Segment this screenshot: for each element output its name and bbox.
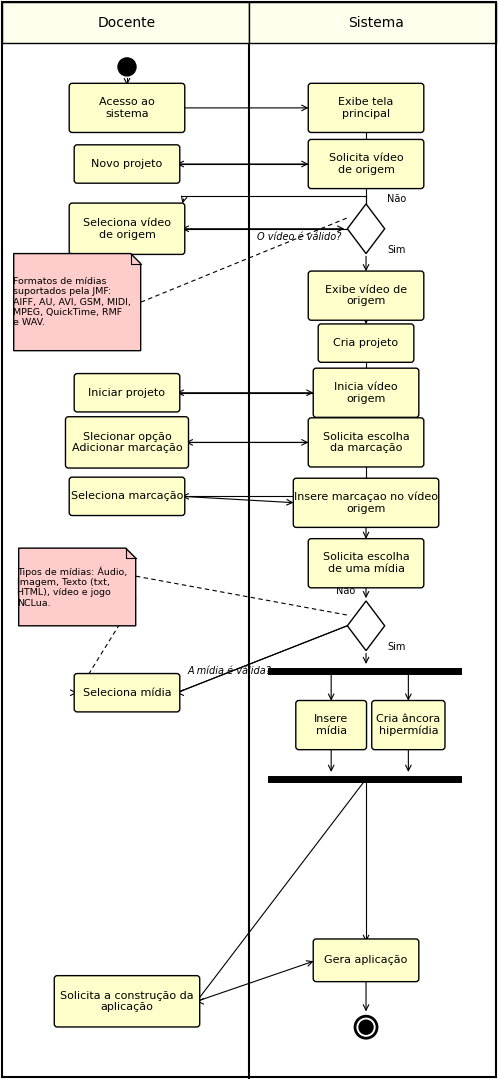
Text: Docente: Docente <box>98 15 156 29</box>
FancyBboxPatch shape <box>65 416 189 468</box>
Text: Formatos de mídias
suportados pela JMF:
AIFF, AU, AVI, GSM, MIDI,
MPEG, QuickTim: Formatos de mídias suportados pela JMF: … <box>13 277 131 327</box>
Text: Insere marcaçao no vídeo
origem: Insere marcaçao no vídeo origem <box>294 492 438 514</box>
Text: Tipos de mídias: Áudio,
Imagem, Texto (txt,
HTML), vídeo e jogo
NCLua.: Tipos de mídias: Áudio, Imagem, Texto (t… <box>17 566 127 607</box>
FancyBboxPatch shape <box>74 673 180 712</box>
Text: Seleciona marcação: Seleciona marcação <box>71 491 183 502</box>
Text: Cria âncora
hipermídia: Cria âncora hipermídia <box>376 714 441 736</box>
Text: Não: Não <box>387 193 406 204</box>
Text: Exibe vídeo de
origem: Exibe vídeo de origem <box>325 285 407 306</box>
Text: Exibe tela
principal: Exibe tela principal <box>338 97 394 119</box>
Text: Solicita escolha
de uma mídia: Solicita escolha de uma mídia <box>323 552 409 574</box>
Text: Insere
mídia: Insere mídia <box>314 714 348 736</box>
FancyBboxPatch shape <box>54 975 200 1027</box>
Polygon shape <box>348 204 384 254</box>
FancyBboxPatch shape <box>308 538 424 588</box>
FancyBboxPatch shape <box>296 700 367 750</box>
Text: Solicita a construção da
aplicação: Solicita a construção da aplicação <box>60 991 194 1012</box>
FancyBboxPatch shape <box>69 477 185 516</box>
FancyBboxPatch shape <box>372 700 445 750</box>
Text: Sim: Sim <box>387 245 405 256</box>
Circle shape <box>359 1021 373 1034</box>
Text: Solicita escolha
da marcação: Solicita escolha da marcação <box>323 432 409 453</box>
FancyBboxPatch shape <box>74 373 180 412</box>
Text: Sistema: Sistema <box>348 15 404 29</box>
Text: Inicia vídeo
origem: Inicia vídeo origem <box>334 382 398 404</box>
FancyBboxPatch shape <box>308 139 424 189</box>
FancyBboxPatch shape <box>313 368 419 418</box>
Text: Slecionar opção
Adicionar marcação: Slecionar opção Adicionar marcação <box>72 432 182 453</box>
Text: Novo projeto: Novo projeto <box>91 159 163 169</box>
FancyBboxPatch shape <box>2 2 249 43</box>
Text: Acesso ao
sistema: Acesso ao sistema <box>99 97 155 119</box>
Text: A mídia é válida?: A mídia é válida? <box>187 666 271 677</box>
FancyBboxPatch shape <box>318 324 414 363</box>
Text: Gera aplicação: Gera aplicação <box>324 955 408 966</box>
Text: Cria projeto: Cria projeto <box>334 338 398 349</box>
Polygon shape <box>19 548 135 626</box>
FancyBboxPatch shape <box>308 418 424 467</box>
Circle shape <box>118 58 136 76</box>
Text: Seleciona mídia: Seleciona mídia <box>83 687 171 698</box>
Text: Não: Não <box>337 586 356 597</box>
FancyBboxPatch shape <box>249 2 496 43</box>
FancyBboxPatch shape <box>308 83 424 133</box>
Text: Iniciar projeto: Iniciar projeto <box>89 387 165 398</box>
FancyBboxPatch shape <box>74 145 180 183</box>
FancyBboxPatch shape <box>313 939 419 982</box>
Text: O vídeo é válido?: O vídeo é válido? <box>256 232 341 243</box>
Polygon shape <box>348 601 384 651</box>
FancyBboxPatch shape <box>69 83 185 133</box>
Polygon shape <box>13 254 141 351</box>
FancyBboxPatch shape <box>293 478 439 528</box>
Text: Sim: Sim <box>387 642 405 653</box>
Text: Solicita vídeo
de origem: Solicita vídeo de origem <box>329 153 403 175</box>
FancyBboxPatch shape <box>308 271 424 320</box>
FancyBboxPatch shape <box>69 203 185 255</box>
Text: Seleciona vídeo
de origem: Seleciona vídeo de origem <box>83 218 171 240</box>
